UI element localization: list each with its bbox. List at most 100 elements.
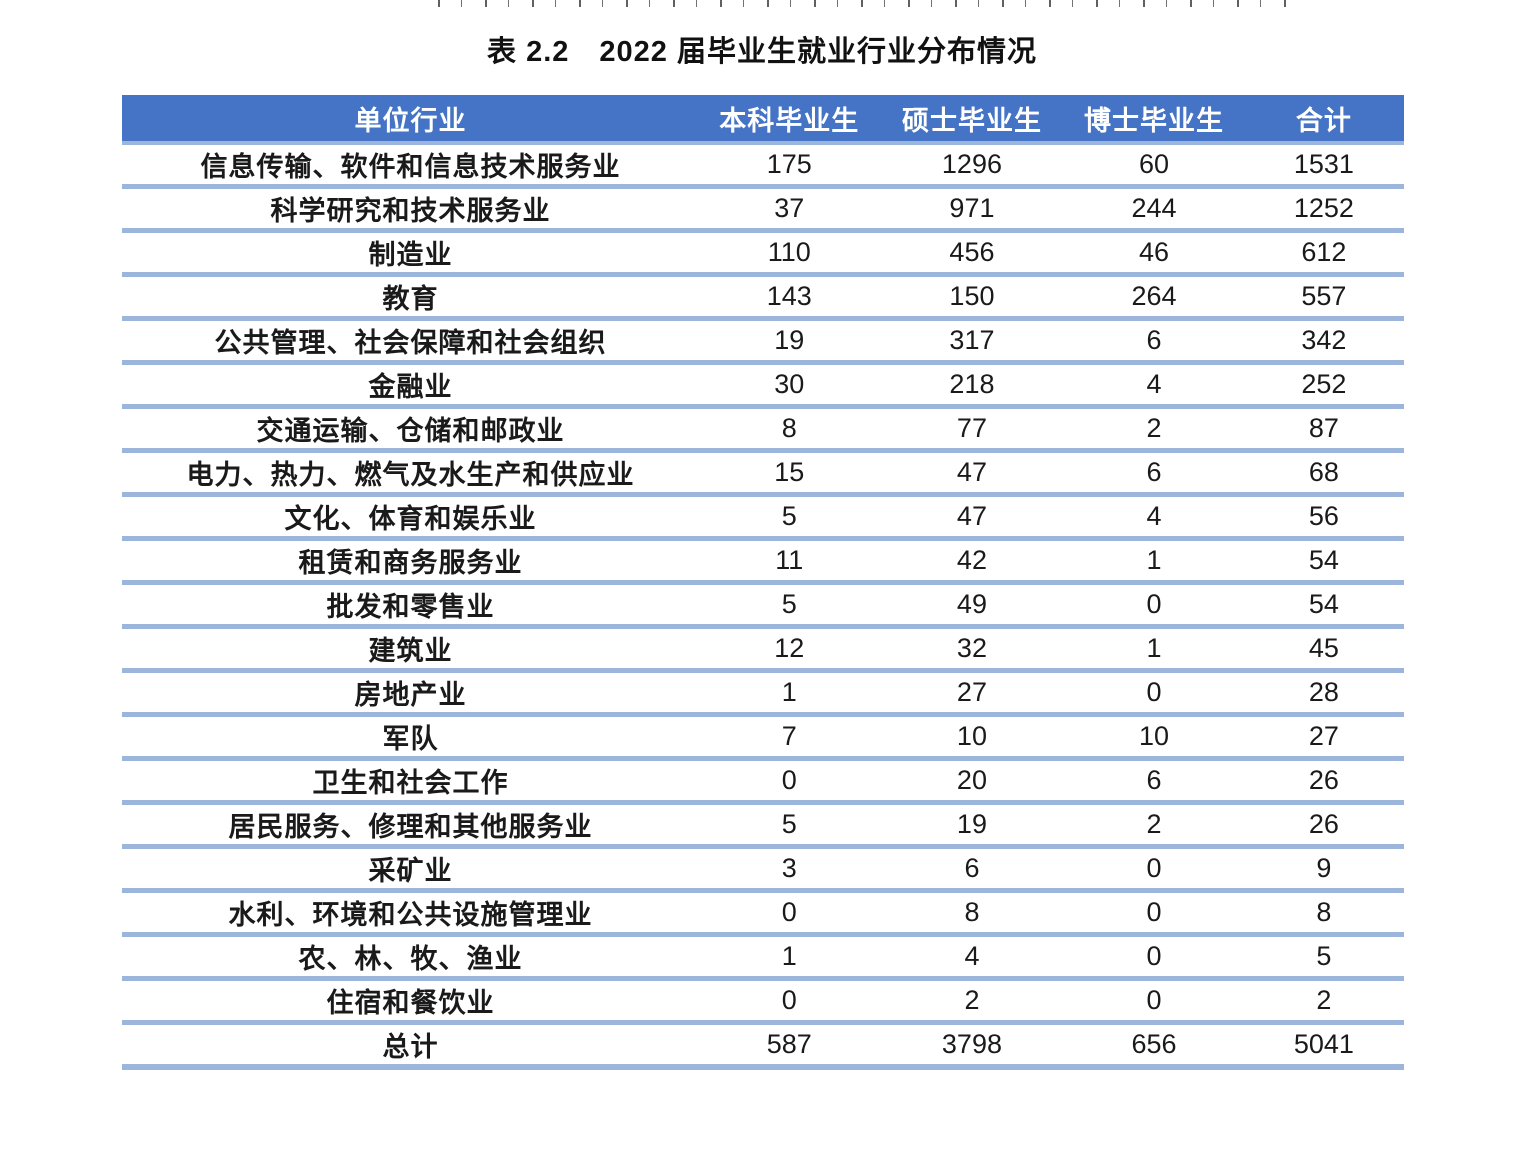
row-total-value: 68: [1243, 450, 1404, 497]
doctor-value: 0: [1064, 846, 1244, 893]
doctor-value: 4: [1064, 494, 1244, 541]
col-header-industry: 单位行业: [122, 95, 699, 145]
master-value: 42: [879, 538, 1065, 585]
bachelor-value: 0: [698, 890, 880, 937]
industry-label: 文化、体育和娱乐业: [122, 494, 699, 541]
total-row: 总计 587 3798 656 5041: [122, 1022, 1404, 1070]
master-value: 8: [879, 890, 1065, 937]
doctor-value: 0: [1064, 890, 1244, 937]
bachelor-value: 175: [698, 143, 880, 189]
col-header-master: 硕士毕业生: [879, 95, 1065, 145]
doctor-value: 264: [1064, 274, 1244, 321]
row-total-value: 1252: [1243, 186, 1404, 233]
table-row: 住宿和餐饮业 0 2 0 2: [122, 978, 1404, 1025]
table-row: 房地产业 1 27 0 28: [122, 670, 1404, 717]
master-value: 27: [879, 670, 1065, 717]
table-row: 制造业 110 456 46 612: [122, 230, 1404, 277]
table-row: 交通运输、仓储和邮政业 8 77 2 87: [122, 406, 1404, 453]
row-total-value: 54: [1243, 582, 1404, 629]
bachelor-value: 8: [698, 406, 880, 453]
bachelor-value: 7: [698, 714, 880, 761]
row-total-value: 612: [1243, 230, 1404, 277]
doctor-value: 0: [1064, 582, 1244, 629]
master-value: 4: [879, 934, 1065, 981]
bachelor-value: 0: [698, 978, 880, 1025]
total-doctor-value: 656: [1064, 1022, 1244, 1070]
industry-label: 水利、环境和公共设施管理业: [122, 890, 699, 937]
bachelor-value: 1: [698, 670, 880, 717]
bachelor-value: 15: [698, 450, 880, 497]
row-total-value: 2: [1243, 978, 1404, 1025]
row-total-value: 87: [1243, 406, 1404, 453]
industry-label: 科学研究和技术服务业: [122, 186, 699, 233]
master-value: 971: [879, 186, 1065, 233]
doctor-value: 2: [1064, 802, 1244, 849]
industry-label: 电力、热力、燃气及水生产和供应业: [122, 450, 699, 497]
bachelor-value: 11: [698, 538, 880, 585]
doctor-value: 2: [1064, 406, 1244, 453]
row-total-value: 28: [1243, 670, 1404, 717]
table-row: 水利、环境和公共设施管理业 0 8 0 8: [122, 890, 1404, 937]
bachelor-value: 143: [698, 274, 880, 321]
doctor-value: 1: [1064, 538, 1244, 585]
industry-label: 租赁和商务服务业: [122, 538, 699, 585]
row-total-value: 26: [1243, 802, 1404, 849]
industry-label: 制造业: [122, 230, 699, 277]
table-row: 建筑业 12 32 1 45: [122, 626, 1404, 673]
row-total-value: 1531: [1243, 143, 1404, 189]
employment-industry-table: 单位行业 本科毕业生 硕士毕业生 博士毕业生 合计 信息传输、软件和信息技术服务…: [122, 95, 1404, 1070]
industry-label: 采矿业: [122, 846, 699, 893]
table-row: 军队 7 10 10 27: [122, 714, 1404, 761]
doctor-value: 46: [1064, 230, 1244, 277]
bachelor-value: 5: [698, 582, 880, 629]
bachelor-value: 5: [698, 494, 880, 541]
master-value: 317: [879, 318, 1065, 365]
master-value: 32: [879, 626, 1065, 673]
total-bachelor-value: 587: [698, 1022, 880, 1070]
table-row: 采矿业 3 6 0 9: [122, 846, 1404, 893]
table-row: 批发和零售业 5 49 0 54: [122, 582, 1404, 629]
row-total-value: 9: [1243, 846, 1404, 893]
row-total-value: 5: [1243, 934, 1404, 981]
bachelor-value: 110: [698, 230, 880, 277]
row-total-value: 8: [1243, 890, 1404, 937]
total-row-label: 总计: [122, 1022, 699, 1070]
total-total-value: 5041: [1243, 1022, 1404, 1070]
table-row: 科学研究和技术服务业 37 971 244 1252: [122, 186, 1404, 233]
industry-label: 建筑业: [122, 626, 699, 673]
doctor-value: 6: [1064, 450, 1244, 497]
industry-label: 批发和零售业: [122, 582, 699, 629]
table-row: 教育 143 150 264 557: [122, 274, 1404, 321]
master-value: 218: [879, 362, 1065, 409]
industry-label: 军队: [122, 714, 699, 761]
master-value: 1296: [879, 143, 1065, 189]
doctor-value: 0: [1064, 670, 1244, 717]
bachelor-value: 1: [698, 934, 880, 981]
truncated-previous-line-fragment: [438, 0, 1303, 7]
table-row: 公共管理、社会保障和社会组织 19 317 6 342: [122, 318, 1404, 365]
bachelor-value: 0: [698, 758, 880, 805]
doctor-value: 0: [1064, 978, 1244, 1025]
table-row: 信息传输、软件和信息技术服务业 175 1296 60 1531: [122, 143, 1404, 189]
table-footer: 总计 587 3798 656 5041: [122, 1022, 1404, 1070]
master-value: 49: [879, 582, 1065, 629]
header-row: 单位行业 本科毕业生 硕士毕业生 博士毕业生 合计: [122, 95, 1404, 145]
industry-label: 居民服务、修理和其他服务业: [122, 802, 699, 849]
master-value: 456: [879, 230, 1065, 277]
industry-label: 农、林、牧、渔业: [122, 934, 699, 981]
industry-label: 信息传输、软件和信息技术服务业: [122, 143, 699, 189]
doctor-value: 6: [1064, 758, 1244, 805]
table-row: 农、林、牧、渔业 1 4 0 5: [122, 934, 1404, 981]
row-total-value: 252: [1243, 362, 1404, 409]
table-row: 居民服务、修理和其他服务业 5 19 2 26: [122, 802, 1404, 849]
col-header-doctor: 博士毕业生: [1064, 95, 1244, 145]
table-body: 信息传输、软件和信息技术服务业 175 1296 60 1531 科学研究和技术…: [122, 143, 1404, 1025]
industry-label: 房地产业: [122, 670, 699, 717]
doctor-value: 0: [1064, 934, 1244, 981]
bachelor-value: 5: [698, 802, 880, 849]
industry-label: 住宿和餐饮业: [122, 978, 699, 1025]
row-total-value: 54: [1243, 538, 1404, 585]
total-master-value: 3798: [879, 1022, 1065, 1070]
doctor-value: 60: [1064, 143, 1244, 189]
industry-label: 公共管理、社会保障和社会组织: [122, 318, 699, 365]
